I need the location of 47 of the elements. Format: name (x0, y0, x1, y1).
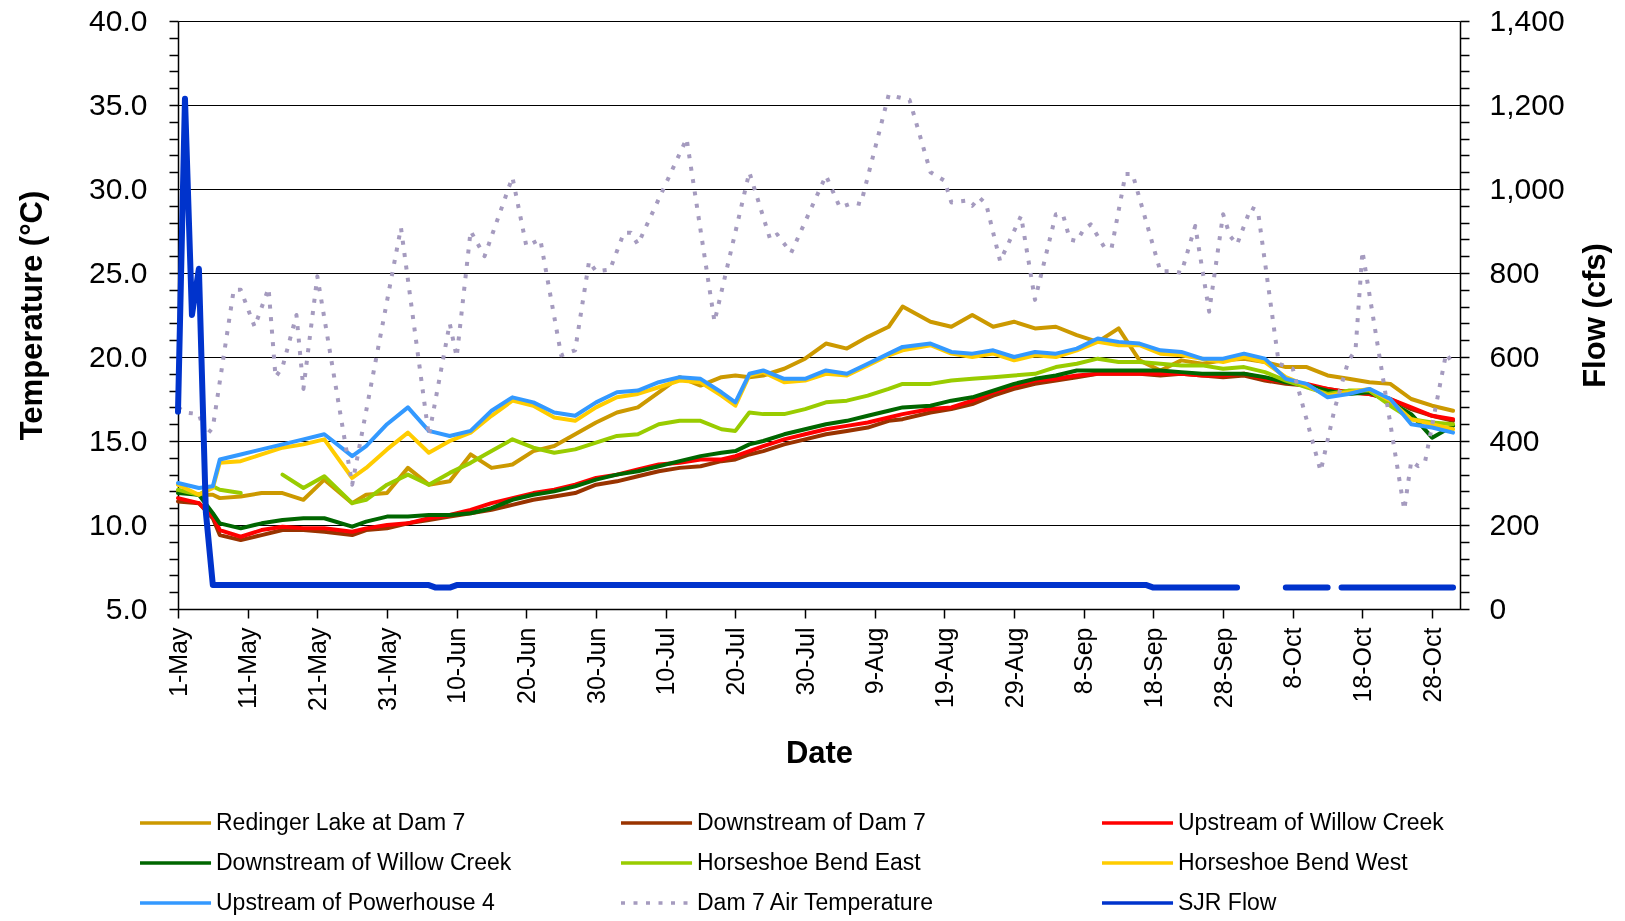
y2-axis-title: Flow (cfs) (1576, 243, 1612, 388)
x-tick-label: 8-Sep (1069, 627, 1098, 695)
y-tick-label: 30.0 (89, 171, 148, 205)
y-tick-label: 35.0 (89, 87, 148, 121)
legend-label: SJR Flow (1178, 889, 1277, 915)
x-tick-label: 20-Jul (720, 627, 749, 696)
x-tick-label: 9-Aug (860, 627, 889, 695)
legend-label: Upstream of Powerhouse 4 (216, 889, 495, 915)
y-axis-title: Temperature (°C) (14, 190, 50, 441)
y2-tick-label: 1,400 (1489, 3, 1565, 37)
legend-label: Horseshoe Bend West (1178, 849, 1409, 875)
x-tick-label: 28-Oct (1417, 627, 1446, 703)
y2-tick-label: 400 (1489, 423, 1540, 457)
x-tick-label: 19-Aug (929, 627, 958, 709)
x-axis-title: Date (785, 734, 854, 770)
y-tick-label: 5.0 (105, 591, 148, 625)
x-tick-label: 11-May (233, 627, 262, 710)
x-tick-label: 29-Aug (999, 627, 1028, 709)
y-tick-label: 10.0 (89, 507, 148, 541)
y2-tick-label: 600 (1489, 339, 1540, 373)
y-tick-label: 40.0 (89, 3, 148, 37)
legend-label: Dam 7 Air Temperature (697, 889, 934, 915)
legend-label: Downstream of Dam 7 (697, 809, 926, 835)
y-tick-label: 25.0 (89, 255, 148, 289)
y-tick-label: 20.0 (89, 339, 148, 373)
x-tick-label: 1-May (163, 627, 192, 697)
y2-tick-label: 1,200 (1489, 87, 1565, 121)
y2-tick-label: 800 (1489, 255, 1540, 289)
x-tick-label: 20-Jun (511, 627, 540, 704)
x-tick-label: 10-Jul (651, 627, 680, 696)
x-tick-label: 18-Sep (1138, 627, 1167, 709)
y2-tick-label: 200 (1489, 507, 1540, 541)
y2-tick-label: 1,000 (1489, 171, 1565, 205)
x-tick-label: 30-Jul (790, 627, 819, 696)
x-tick-label: 21-May (302, 627, 331, 711)
x-tick-label: 18-Oct (1347, 627, 1376, 703)
x-tick-label: 10-Jun (442, 627, 471, 704)
legend-label: Downstream of Willow Creek (216, 849, 512, 875)
y2-tick-label: 0 (1489, 591, 1507, 625)
x-tick-label: 28-Sep (1208, 627, 1237, 709)
legend-label: Redinger Lake at Dam 7 (216, 809, 466, 835)
x-tick-label: 30-Jun (581, 627, 610, 704)
y-tick-label: 15.0 (89, 423, 148, 457)
legend-label: Upstream of Willow Creek (1178, 809, 1445, 835)
legend-label: Horseshoe Bend East (697, 849, 922, 875)
x-tick-label: 31-May (372, 627, 401, 711)
x-tick-label: 8-Oct (1278, 627, 1307, 689)
